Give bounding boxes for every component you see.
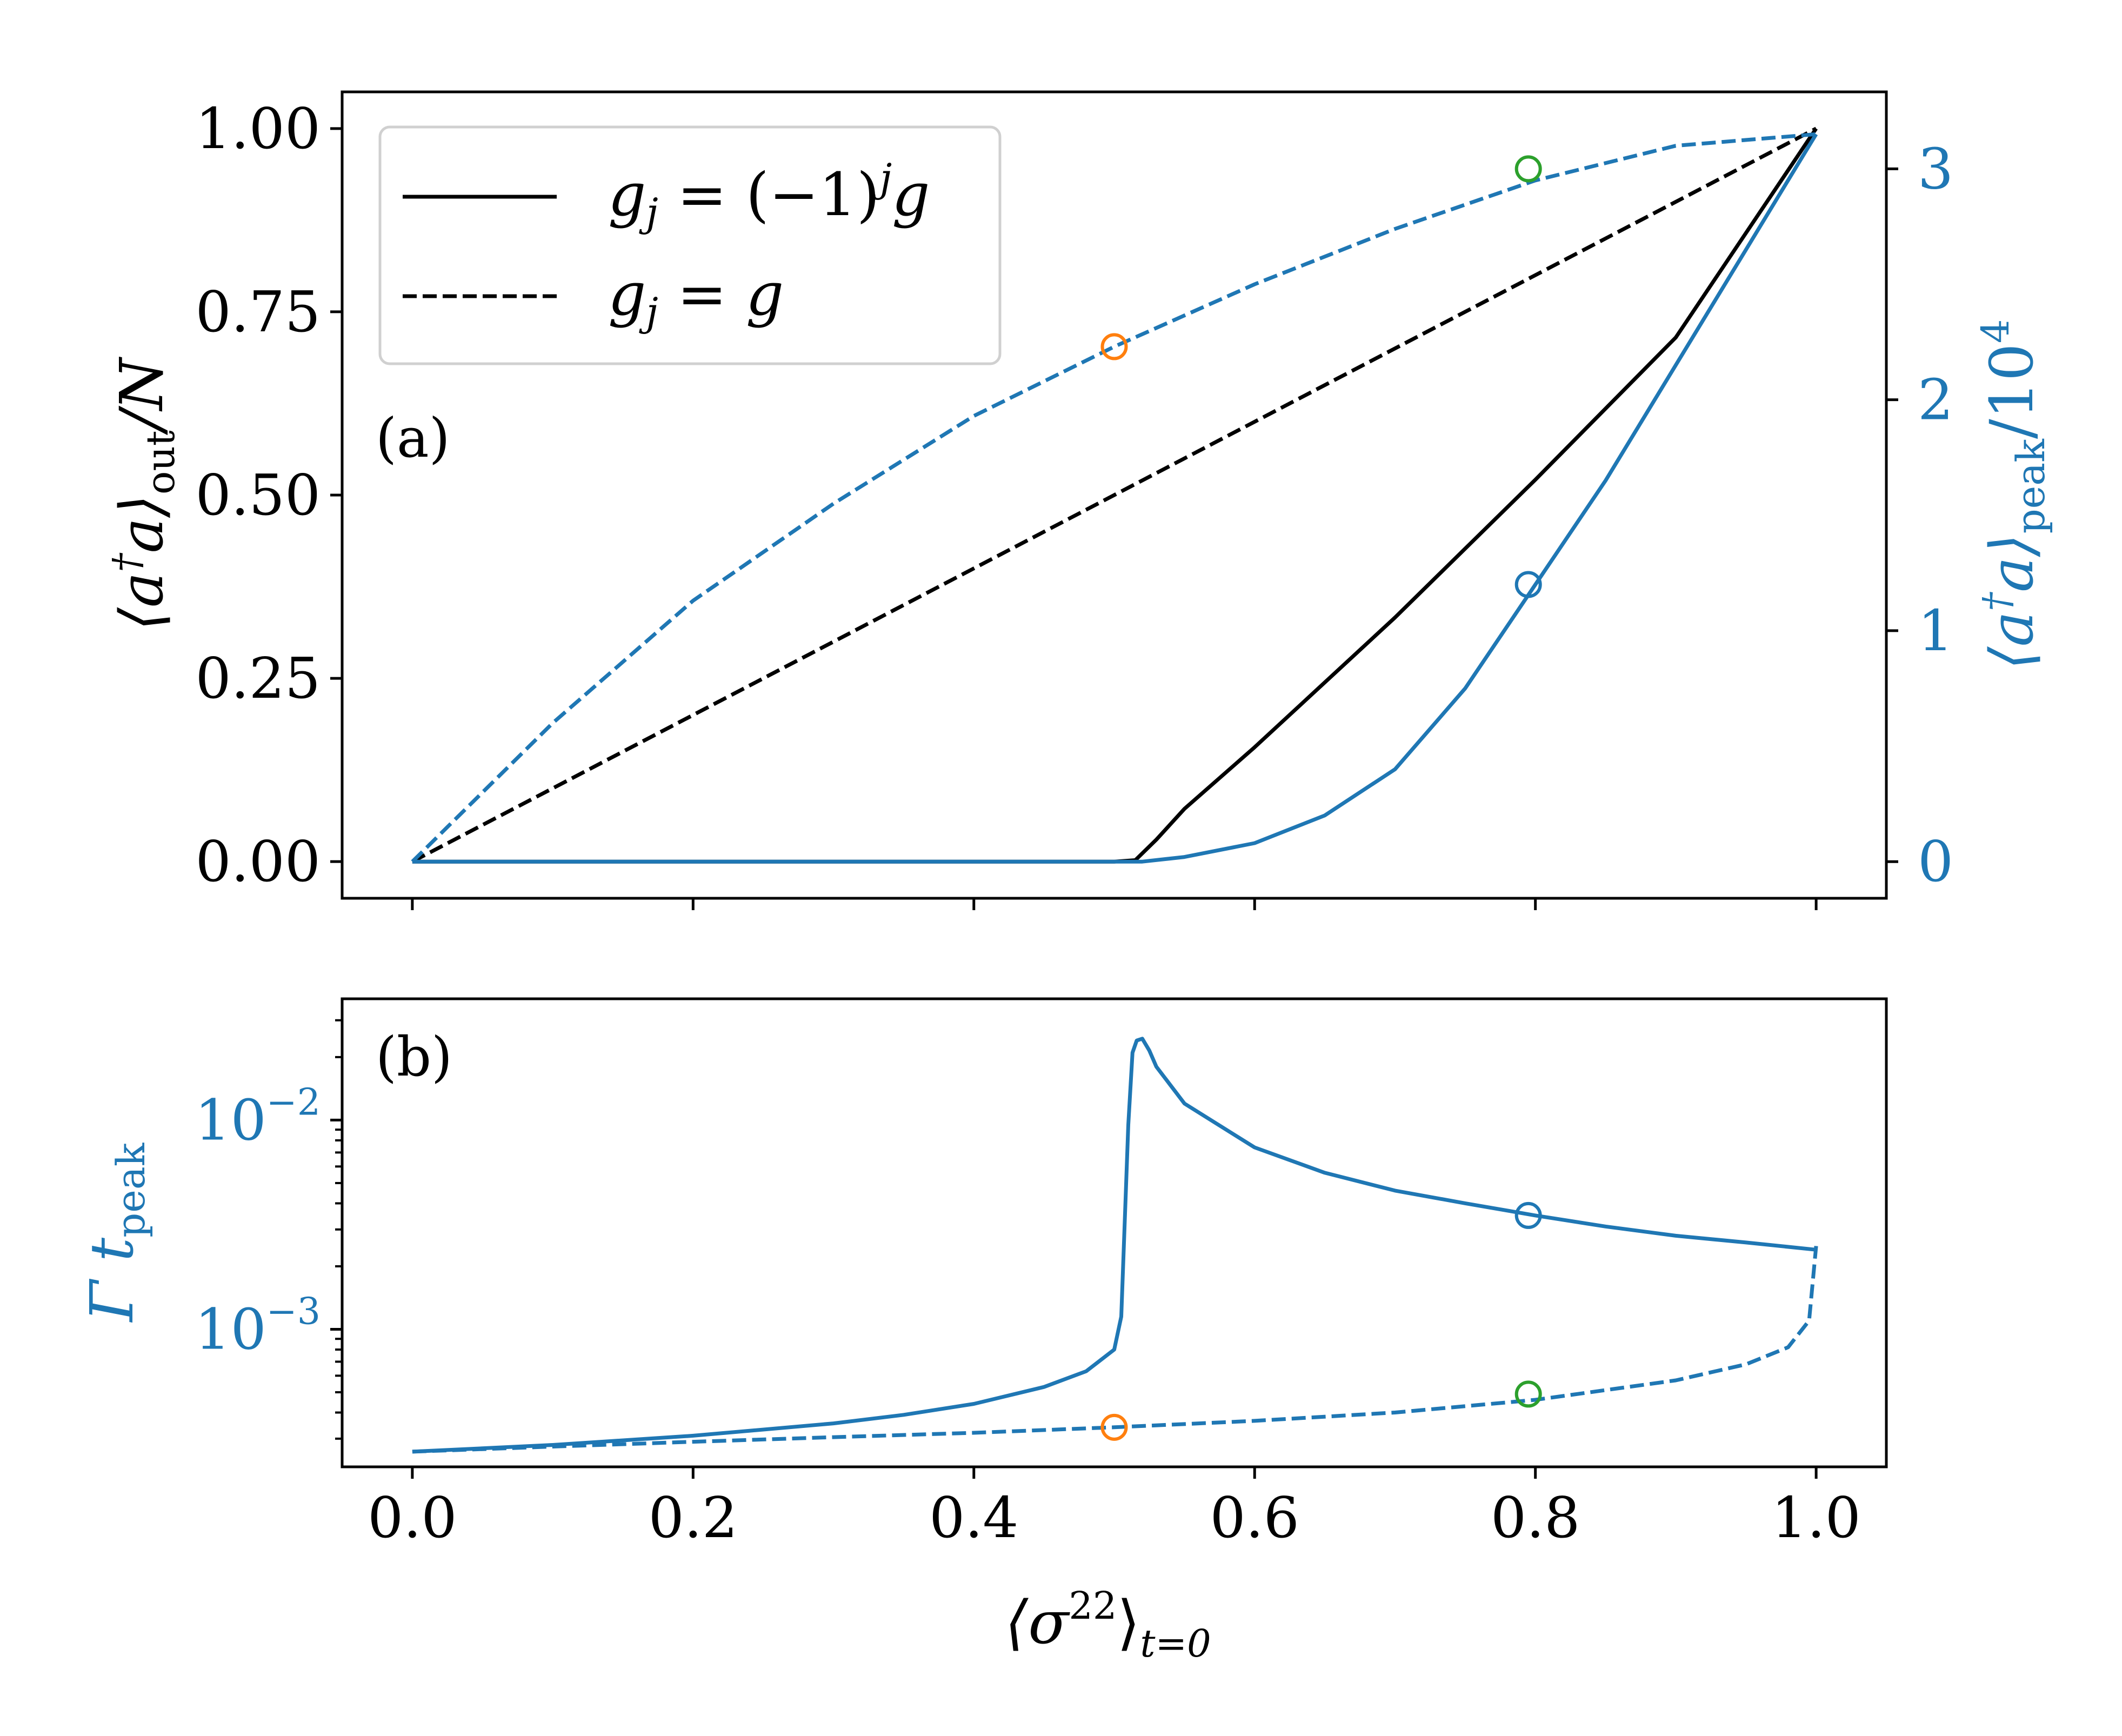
x-axis-label: ⟨σ22⟩t=0 <box>1005 1584 1211 1666</box>
panel-a-ytick-label-4: 1.00 <box>195 96 321 162</box>
series-tpeak_uniform <box>412 1246 1818 1454</box>
panel-a-ticks: 0.00 0.25 0.50 0.75 1.00 0 1 2 3 <box>195 96 1953 910</box>
panel-a-series <box>411 126 1818 864</box>
legend: gj = (−1)jg gj = g <box>378 125 1002 365</box>
panel-a-ytick-label-3: 0.75 <box>195 279 321 345</box>
panel-b-markers <box>1100 1201 1542 1441</box>
x-tick-label-2: 0.4 <box>929 1485 1018 1551</box>
panel-a-marker-2 <box>1514 571 1542 598</box>
panel-b-marker-1 <box>1514 1380 1542 1408</box>
series-peak_alternating <box>412 133 1818 864</box>
panel-a-ytick-label-2: 0.50 <box>195 462 321 528</box>
series-tpeak_alternating <box>412 1037 1817 1454</box>
legend-box <box>378 125 1002 365</box>
x-tick-label-4: 0.8 <box>1491 1485 1580 1551</box>
x-tick-label-0: 0.0 <box>368 1485 457 1551</box>
panel-a-marker-1 <box>1514 155 1542 183</box>
panel-b-marker-0 <box>1100 1413 1128 1441</box>
panel-b-marker-2 <box>1514 1201 1542 1229</box>
legend-label-dashed: gj = g <box>608 259 784 335</box>
x-tick-label-3: 0.6 <box>1210 1485 1299 1551</box>
panel-b-ticks: 0.0 0.2 0.4 0.6 0.8 1.0 10−2 10−3 <box>195 1019 1861 1551</box>
panel-a-markers <box>1100 155 1542 598</box>
panel-a-y2tick-label-1: 1 <box>1918 598 1953 664</box>
x-tick-label-5: 1.0 <box>1771 1485 1860 1551</box>
panel-b-label: (b) <box>376 1025 452 1089</box>
panel-b-ytick-label-0: 10−2 <box>195 1081 321 1153</box>
panel-b-series <box>412 1037 1818 1454</box>
x-tick-label-1: 0.2 <box>649 1485 738 1551</box>
legend-label-solid: gj = (−1)jg <box>608 155 930 235</box>
panel-a-ytick-label-0: 0.00 <box>195 829 321 894</box>
panel-a-ylabel: ⟨a†a⟩out/N <box>104 356 183 631</box>
panel-a-y2tick-label-3: 3 <box>1918 136 1953 202</box>
series-peak_uniform <box>411 132 1817 863</box>
panel-b: 0.0 0.2 0.4 0.6 0.8 1.0 10−2 10−3 (b) Γ tpeak ⟨… <box>77 997 1888 1666</box>
series-out_uniform <box>411 126 1817 864</box>
panel-a-y2label: ⟨a†a⟩peak/104 <box>1973 319 2053 670</box>
panel-a-y2tick-label-2: 2 <box>1918 367 1953 433</box>
panel-b-ytick-label-1: 10−3 <box>195 1290 321 1362</box>
panel-b-frame <box>341 997 1888 1468</box>
panel-b-ylabel: Γ tpeak <box>77 1142 154 1323</box>
panel-a-label: (a) <box>376 406 450 470</box>
panel-a-y2tick-label-0: 0 <box>1918 829 1953 894</box>
panel-a-ytick-label-1: 0.25 <box>195 645 321 711</box>
panel-a-marker-0 <box>1100 333 1128 360</box>
